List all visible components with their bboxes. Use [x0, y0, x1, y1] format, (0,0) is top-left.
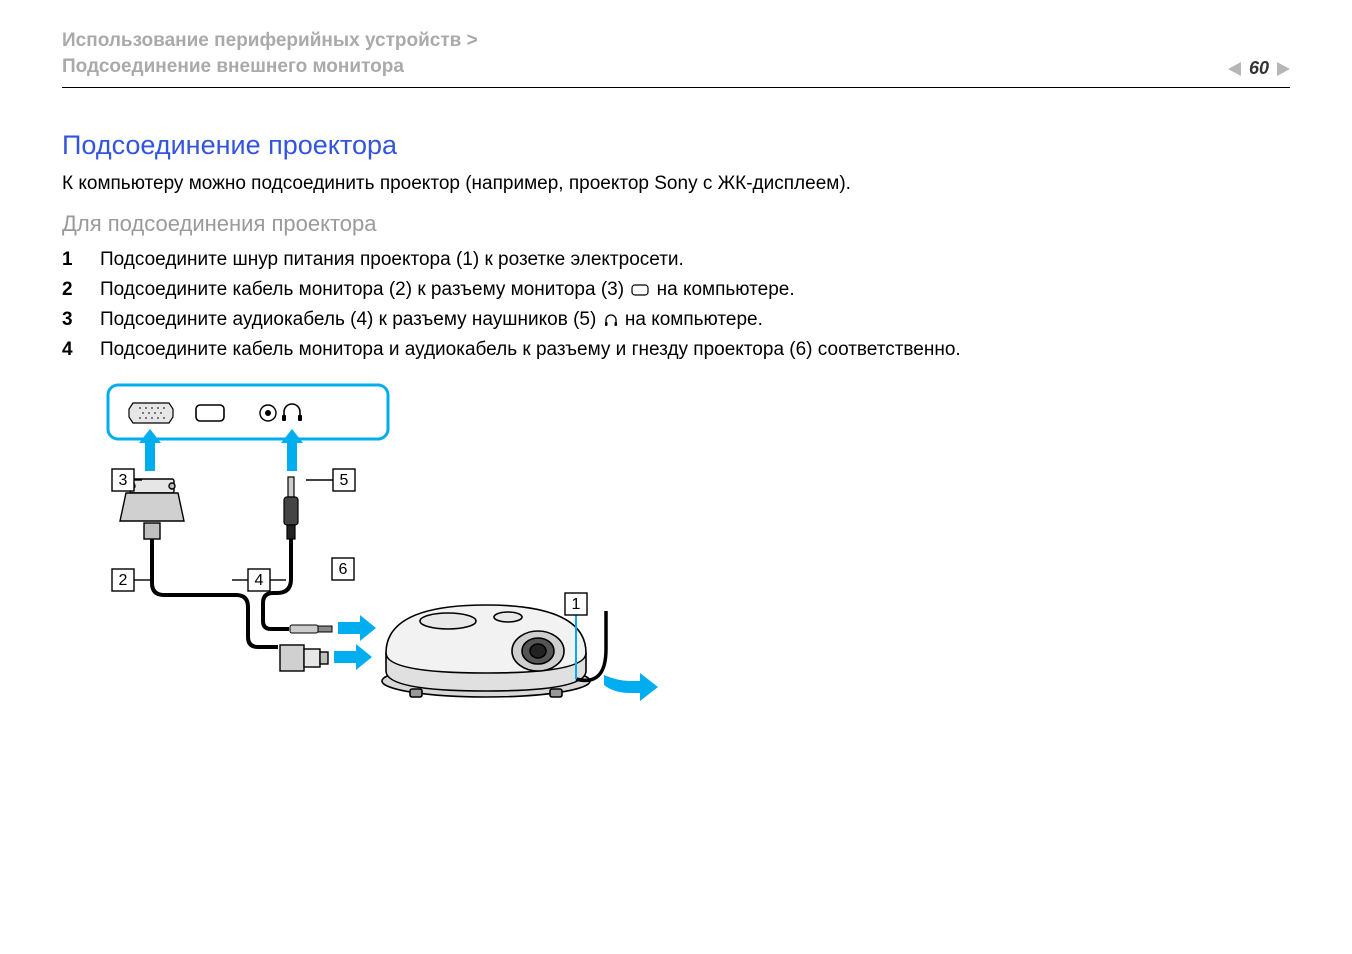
monitor-port-icon: [631, 284, 649, 296]
next-page-icon[interactable]: [1277, 62, 1290, 76]
svg-text:1: 1: [572, 596, 581, 613]
subheading: Для подсоединения проектора: [62, 211, 1290, 237]
svg-text:3: 3: [119, 472, 128, 489]
step-item: 4 Подсоедините кабель монитора и аудиока…: [62, 339, 1290, 361]
section-title: Подсоединение проектора: [62, 130, 1290, 161]
steps-list: 1 Подсоедините шнур питания проектора (1…: [62, 249, 1290, 361]
arrow-right-icon: [604, 673, 658, 701]
projector-icon: [382, 605, 590, 697]
cables: [152, 539, 291, 647]
svg-text:4: 4: [255, 572, 264, 589]
prev-page-icon[interactable]: [1228, 62, 1241, 76]
arrow-right-icon: [334, 615, 376, 670]
breadcrumb-line1: Использование периферийных устройств >: [62, 28, 478, 54]
page-number: 60: [1249, 58, 1269, 79]
vga-plug-side-icon: [280, 645, 328, 671]
intro-text: К компьютеру можно подсоединить проектор…: [62, 173, 1290, 195]
step-item: 3 Подсоедините аудиокабель (4) к разъему…: [62, 309, 1290, 331]
step-text: Подсоедините шнур питания проектора (1) …: [100, 249, 1290, 271]
headphone-icon: [604, 313, 618, 327]
page-nav: 60: [1228, 58, 1290, 79]
connection-diagram: 3 5 2 4 6 1: [98, 383, 1290, 728]
breadcrumb-line2: Подсоединение внешнего монитора: [62, 54, 478, 80]
step-item: 2 Подсоедините кабель монитора (2) к раз…: [62, 279, 1290, 301]
step-number: 3: [62, 309, 100, 331]
page-header: Использование периферийных устройств > П…: [62, 28, 1290, 88]
svg-text:6: 6: [339, 561, 348, 578]
audio-tip-icon: [290, 625, 332, 633]
step-number: 1: [62, 249, 100, 271]
breadcrumb: Использование периферийных устройств > П…: [62, 28, 478, 79]
step-number: 2: [62, 279, 100, 301]
audio-plug-icon: [284, 477, 298, 539]
step-text: Подсоедините аудиокабель (4) к разъему н…: [100, 309, 1290, 331]
step-number: 4: [62, 339, 100, 361]
svg-text:5: 5: [340, 472, 349, 489]
vga-port-icon: [129, 403, 173, 423]
step-text: Подсоедините кабель монитора (2) к разъе…: [100, 279, 1290, 301]
svg-text:2: 2: [119, 572, 128, 589]
step-item: 1 Подсоедините шнур питания проектора (1…: [62, 249, 1290, 271]
step-text: Подсоедините кабель монитора и аудиокабе…: [100, 339, 1290, 361]
